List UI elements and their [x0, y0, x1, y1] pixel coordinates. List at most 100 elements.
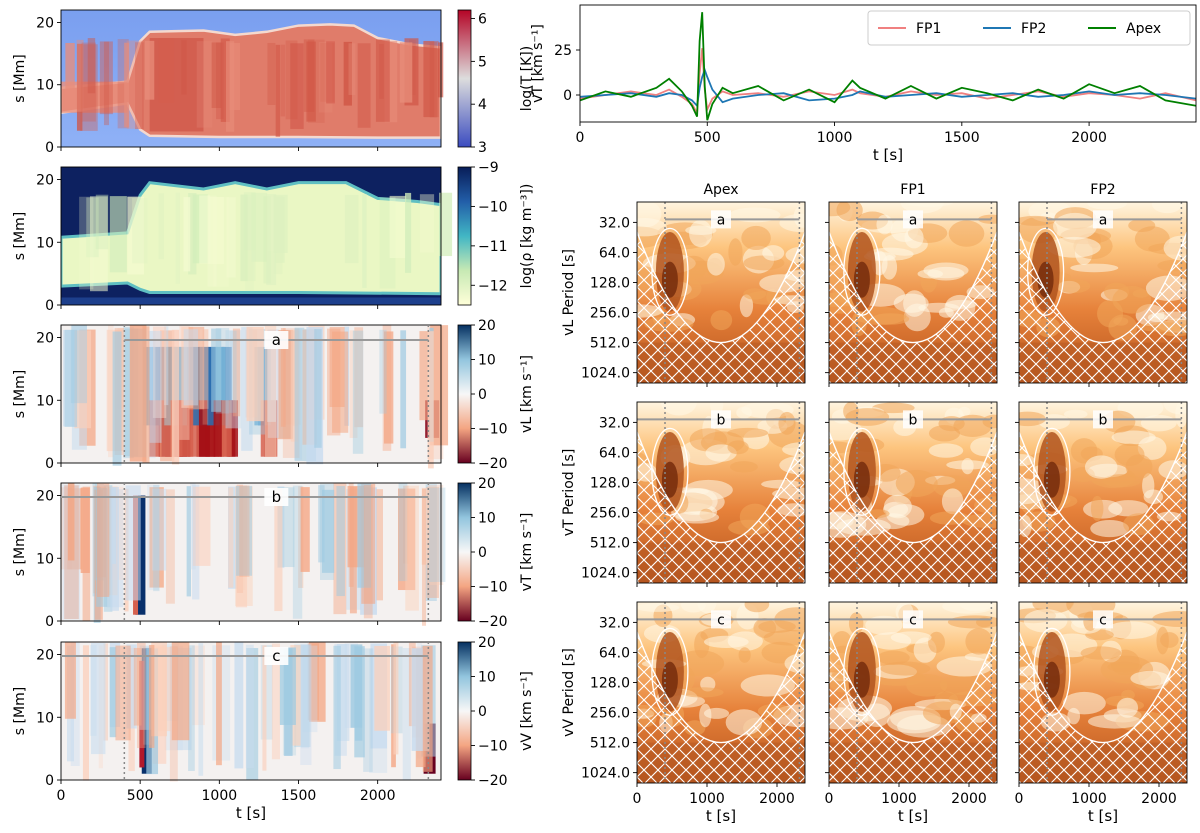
cone-of-influence [1019, 432, 1187, 583]
window-label: b [717, 412, 726, 428]
cone-of-influence [637, 432, 805, 583]
wavelet-vV-apex: c 0 1000 2000 t [s] 32.0 64.0 128.0 256.0 512.0 10… [561, 601, 806, 825]
window-label: b [1099, 412, 1108, 428]
field-stripe [67, 483, 75, 561]
power-blob [1163, 402, 1187, 415]
axes-frame [1018, 601, 1188, 784]
field-stripe [215, 328, 230, 414]
field-stripe [240, 194, 256, 282]
power-blob [1053, 212, 1097, 240]
x-tick-label: 1000 [1071, 791, 1107, 807]
window-label-bg [1093, 210, 1113, 229]
window-label-bg [903, 610, 923, 629]
colorbar-gradient [457, 9, 472, 148]
field-stripe [294, 327, 305, 462]
field-stripe [405, 485, 419, 611]
power-blob [710, 310, 733, 331]
power-blob [1116, 697, 1139, 718]
panel-temperature: 0 10 20 s [Mm] 3 4 5 6 log(T [K]) [12, 9, 535, 156]
field-stripe [357, 483, 372, 588]
y-tick-label: 20 [36, 331, 54, 347]
window-label-bg [264, 331, 289, 349]
y-axis-label: s [Mm] [12, 528, 28, 576]
x-tick-label: 1000 [689, 791, 725, 807]
power-blob [778, 411, 796, 435]
axes-frame [828, 601, 998, 784]
field-stripe [427, 331, 434, 469]
wavelet-power-map: b [1019, 402, 1187, 583]
cone-of-influence [829, 232, 997, 383]
field-stripe [148, 645, 155, 748]
power-blob [1121, 689, 1135, 701]
x-tick-label: 2000 [360, 788, 396, 804]
power-blob [675, 511, 720, 524]
power-blob [744, 602, 770, 613]
field-stripe [124, 42, 130, 128]
y-axis-label: vV Period [s] [561, 648, 577, 737]
field-stripe [225, 41, 235, 132]
legend-label-apex: Apex [1126, 21, 1161, 37]
power-peak-core [661, 461, 678, 498]
power-blob [727, 427, 769, 438]
field-stripe [246, 648, 259, 780]
panel-vV: 0 10 20 s [Mm] c 20 10 0 −10 −20 vV [km s⁻¹] [12, 635, 535, 789]
axes-frame [1018, 201, 1188, 384]
flow-stripe [219, 400, 232, 457]
x-tick-label: 0 [1015, 791, 1024, 807]
field-stripe [234, 642, 244, 769]
field-stripe [389, 195, 407, 258]
field-stripe [226, 197, 236, 278]
legend-label-fp2: FP2 [1021, 21, 1046, 37]
field-stripe [152, 488, 167, 571]
field-stripe [64, 329, 78, 427]
colorbar-tick-label: 20 [478, 476, 496, 492]
field-stripe [70, 325, 88, 404]
field-stripe [87, 38, 96, 94]
power-blob [762, 245, 785, 261]
column-title-apex: Apex [703, 182, 738, 198]
field-stripe [95, 194, 109, 250]
field-stripe [423, 40, 439, 118]
x-axis-label: t [s] [1088, 807, 1118, 825]
field-stripe [149, 330, 162, 443]
colorbar-gradient [457, 166, 472, 306]
wavelet-power-map: c [1019, 602, 1187, 783]
panel-density: 0 10 20 s [Mm] −9 −10 −11 −12 log(ρ [kg m⁻³]) [12, 160, 535, 314]
y-tick-label: 1024.0 [581, 566, 630, 582]
y-tick-label: 32.0 [599, 415, 630, 431]
hot-core [149, 38, 204, 132]
power-blob [1090, 519, 1130, 538]
field-stripe [285, 40, 298, 120]
colorbar-gradient [457, 641, 472, 781]
field-stripe [136, 642, 146, 749]
field-stripe [400, 330, 407, 449]
wavelet-power-map: a [1019, 202, 1187, 383]
panel-vT: 0 10 20 s [Mm] b 20 10 0 −10 −20 vT [km s⁻¹] [12, 476, 535, 630]
power-blob [1062, 691, 1106, 715]
field-stripe [274, 488, 283, 612]
power-blob [871, 313, 910, 325]
field-stripe [80, 44, 98, 131]
power-blob [739, 294, 754, 318]
x-tick-label: 0 [57, 788, 66, 804]
field-stripe [349, 330, 358, 438]
field-stripe [280, 44, 286, 117]
y-tick-label: 512.0 [590, 536, 630, 552]
timeseries-plot [580, 12, 1196, 121]
field-stripe [402, 647, 411, 781]
field-stripe [349, 486, 357, 614]
power-blob [728, 238, 743, 266]
y-tick-label: 256.0 [590, 506, 630, 522]
y-axis-label: vL Period [s] [561, 249, 577, 336]
field-stripe [186, 486, 192, 597]
colorbar-vT: 20 10 0 −10 −20 vT [km s⁻¹] [457, 476, 535, 630]
power-blob [1102, 474, 1142, 488]
y-tick-label: 10 [36, 235, 54, 251]
colorbar-label: vV [km s⁻¹] [519, 671, 535, 751]
field-stripe [326, 41, 335, 104]
window-label: b [909, 412, 918, 428]
power-blob [1090, 495, 1104, 521]
window-label: c [909, 612, 917, 628]
window-label-bg [711, 210, 731, 229]
